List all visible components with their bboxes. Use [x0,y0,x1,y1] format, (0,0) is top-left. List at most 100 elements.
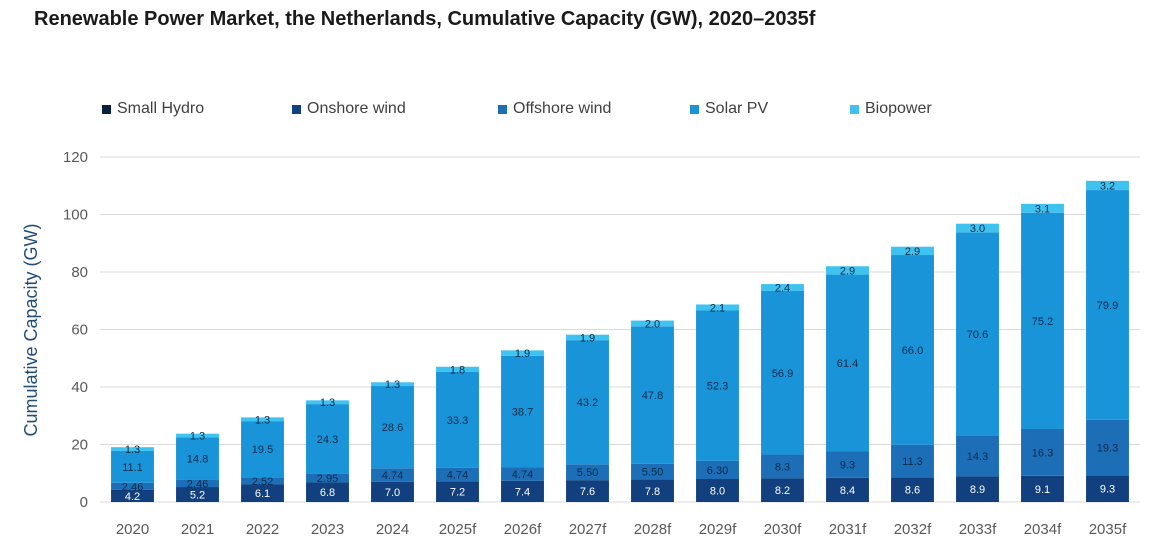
bar-segment [761,454,804,479]
data-label: 66.0 [902,345,923,357]
bar-segment [566,480,609,502]
data-label: 2.4 [775,283,790,295]
legend-swatch [690,104,699,114]
bar-segment [436,481,479,502]
data-label: 56.9 [772,368,793,380]
bar-segment [306,482,349,502]
data-label: 19.5 [252,444,273,456]
bar-segment [241,477,284,485]
data-label: 8.0 [710,485,725,497]
bar-segment [1021,475,1064,502]
data-label: 1.3 [385,379,400,391]
data-label: 9.1 [1035,484,1050,496]
data-label: 16.3 [1032,447,1053,459]
bar-segment [306,404,349,474]
data-label: 6.1 [255,488,270,500]
x-tick-label: 2025f [439,521,477,538]
data-label: 7.0 [385,487,400,499]
data-label: 6.30 [707,465,728,477]
x-tick-label: 2032f [894,521,932,538]
x-tick-label: 2029f [699,521,737,538]
data-label: 38.7 [512,406,533,418]
bar-segment [696,310,739,461]
data-label: 9.3 [840,459,855,471]
x-tick-label: 2035f [1089,521,1127,538]
bar-segment [371,481,414,502]
x-tick-label: 2031f [829,521,867,538]
data-label: 2.9 [905,246,920,258]
data-label: 33.3 [447,415,468,427]
data-label: 7.4 [515,486,530,498]
bar-segment [696,304,739,311]
data-label: 3.1 [1035,203,1050,215]
data-label: 75.2 [1032,316,1053,328]
x-tick-label: 2024 [376,521,409,538]
data-label: 19.3 [1097,443,1118,455]
bar-segment [241,421,284,478]
data-label: 47.8 [642,390,663,402]
x-tick-label: 2030f [764,521,802,538]
data-label: 2.1 [710,303,725,315]
bar-segment [696,478,739,502]
bar-segment [1086,419,1129,476]
legend-item: Solar PV [690,100,850,118]
bar-segment [956,435,999,477]
y-tick-label: 60 [71,322,88,339]
data-label: 14.8 [187,454,208,466]
bar-segment [501,480,544,502]
legend-swatch [102,104,111,114]
bar-segment [176,479,219,488]
bar-segment [1086,475,1129,502]
bar-segment [956,232,999,436]
data-label: 4.74 [382,470,403,482]
y-tick-label: 40 [71,379,88,396]
y-tick-label: 0 [80,494,88,511]
data-label: 1.3 [255,414,270,426]
data-label: 14.3 [967,451,988,463]
legend-swatch [292,104,301,114]
legend-item: Small Hydro [102,100,292,118]
chart-title: Renewable Power Market, the Netherlands,… [34,8,816,30]
data-label: 8.2 [775,485,790,497]
data-label: 2.9 [840,265,855,277]
x-axis-ticks: 2020 2021 2022 2023 2024 2025f 2026f 2027f 2028f… [116,521,1127,538]
bar-segment [956,476,999,502]
bar-segment [1086,190,1129,420]
legend-label: Onshore wind [307,100,406,117]
data-label: 8.3 [775,461,790,473]
bar-segment [956,223,999,233]
bar-segment [631,463,674,480]
data-label: 11.1 [122,462,143,474]
bar-segment [371,386,414,469]
data-label: 6.8 [320,487,335,499]
data-label: 1.9 [580,332,595,344]
bar-stacks: 0.0024.22.4611.11.30.0025.22.4614.81.30.… [111,180,1129,504]
data-label: 70.6 [967,329,988,341]
bar-segment [501,355,544,468]
data-label: 2.95 [317,473,338,485]
bar-segment [176,433,219,438]
bar-segment [566,340,609,465]
bar-segment [761,478,804,502]
y-axis-ticks: 0 20 40 60 80 100 120 [63,149,88,511]
bar-segment [306,473,349,483]
bar-segment [826,274,869,452]
bar-segment [891,477,934,502]
x-tick-label: 2023 [311,521,344,538]
data-label: 5.50 [642,467,663,479]
legend-item: Biopower [850,100,970,118]
data-label: 2.46 [187,479,208,491]
data-label: 7.2 [450,487,465,499]
bar-segment [436,366,479,372]
y-axis-label: Cumulative Capacity (GW) [21,223,41,436]
bar-segment [631,479,674,502]
legend-swatch [498,104,507,114]
bar-segment [111,447,154,451]
bar-segment [761,284,804,291]
bar-segment [1021,203,1064,213]
bar-segment [826,451,869,478]
data-label: 1.3 [125,444,140,456]
bar-segment [436,467,479,482]
legend-label: Small Hydro [117,100,205,117]
